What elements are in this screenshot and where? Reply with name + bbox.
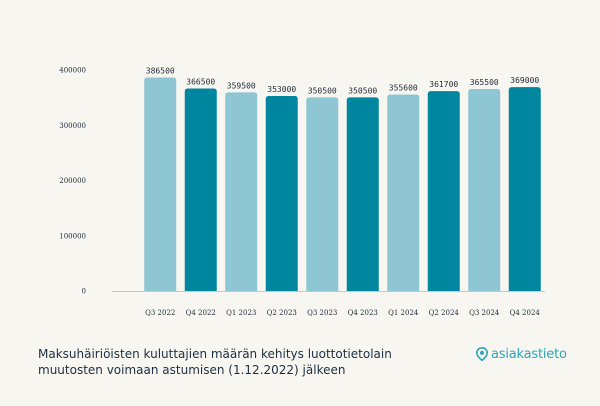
bar: [468, 89, 501, 291]
x-axis-tick-labels: Q3 2022 Q4 2022 Q1 2023 Q2 2023 Q3 2023 Q4 20…: [145, 309, 540, 317]
caption-line-1: Maksuhäiriöisten kuluttajien määrän kehi…: [38, 347, 392, 361]
y-tick-label: 100000: [59, 232, 86, 240]
bar-chart: 0 100000 200000 300000 400000 386500 366500 35…: [59, 66, 545, 317]
x-tick-label: Q4 2022: [186, 309, 216, 317]
x-tick-label: Q3 2022: [145, 309, 175, 317]
brand-name: asiakastieto: [491, 346, 567, 362]
y-tick-label: 200000: [59, 177, 86, 185]
location-pin-icon: [476, 347, 488, 361]
x-tick-label: Q1 2023: [226, 309, 256, 317]
chart-caption: Maksuhäiriöisten kuluttajien määrän kehi…: [38, 346, 438, 378]
bar: [346, 97, 379, 291]
x-tick-label: Q3 2023: [307, 309, 337, 317]
bar: [225, 92, 258, 291]
x-tick-label: Q4 2024: [510, 309, 541, 317]
bar: [184, 88, 217, 291]
bar: [306, 97, 339, 291]
bar-value-label: 369000: [510, 76, 539, 85]
asiakastieto-logo: asiakastieto: [476, 344, 567, 364]
bar-value-label: 353000: [267, 85, 296, 94]
bar-value-label: 366500: [186, 78, 215, 87]
bar: [144, 77, 177, 292]
bar-value-label: 361700: [429, 80, 458, 89]
y-tick-label: 400000: [59, 67, 86, 75]
bar-value-label: 350500: [348, 86, 377, 95]
bar: [427, 91, 460, 291]
bar: [387, 94, 420, 291]
x-tick-label: Q3 2024: [469, 309, 500, 317]
x-tick-label: Q2 2024: [429, 309, 460, 317]
bar-value-label: 355600: [389, 84, 418, 93]
bar: [265, 95, 298, 291]
x-tick-label: Q1 2024: [388, 309, 419, 317]
bars: [144, 77, 541, 292]
y-tick-label: 300000: [59, 122, 86, 130]
bar-value-label: 359500: [227, 81, 256, 90]
y-axis-tick-labels: 0 100000 200000 300000 400000: [59, 67, 86, 296]
bar-value-label: 386500: [146, 66, 175, 75]
y-tick-label: 0: [82, 288, 86, 296]
caption-line-2: muutosten voimaan astumisen (1.12.2022) …: [38, 363, 346, 377]
bar-value-label: 365500: [470, 78, 499, 87]
x-tick-label: Q2 2023: [267, 309, 297, 317]
x-tick-label: Q4 2023: [348, 309, 378, 317]
bar: [508, 87, 541, 291]
bar-value-label: 350500: [308, 86, 337, 95]
data-labels: 386500 366500 359500 353000 350500 350500 3556…: [146, 66, 540, 95]
